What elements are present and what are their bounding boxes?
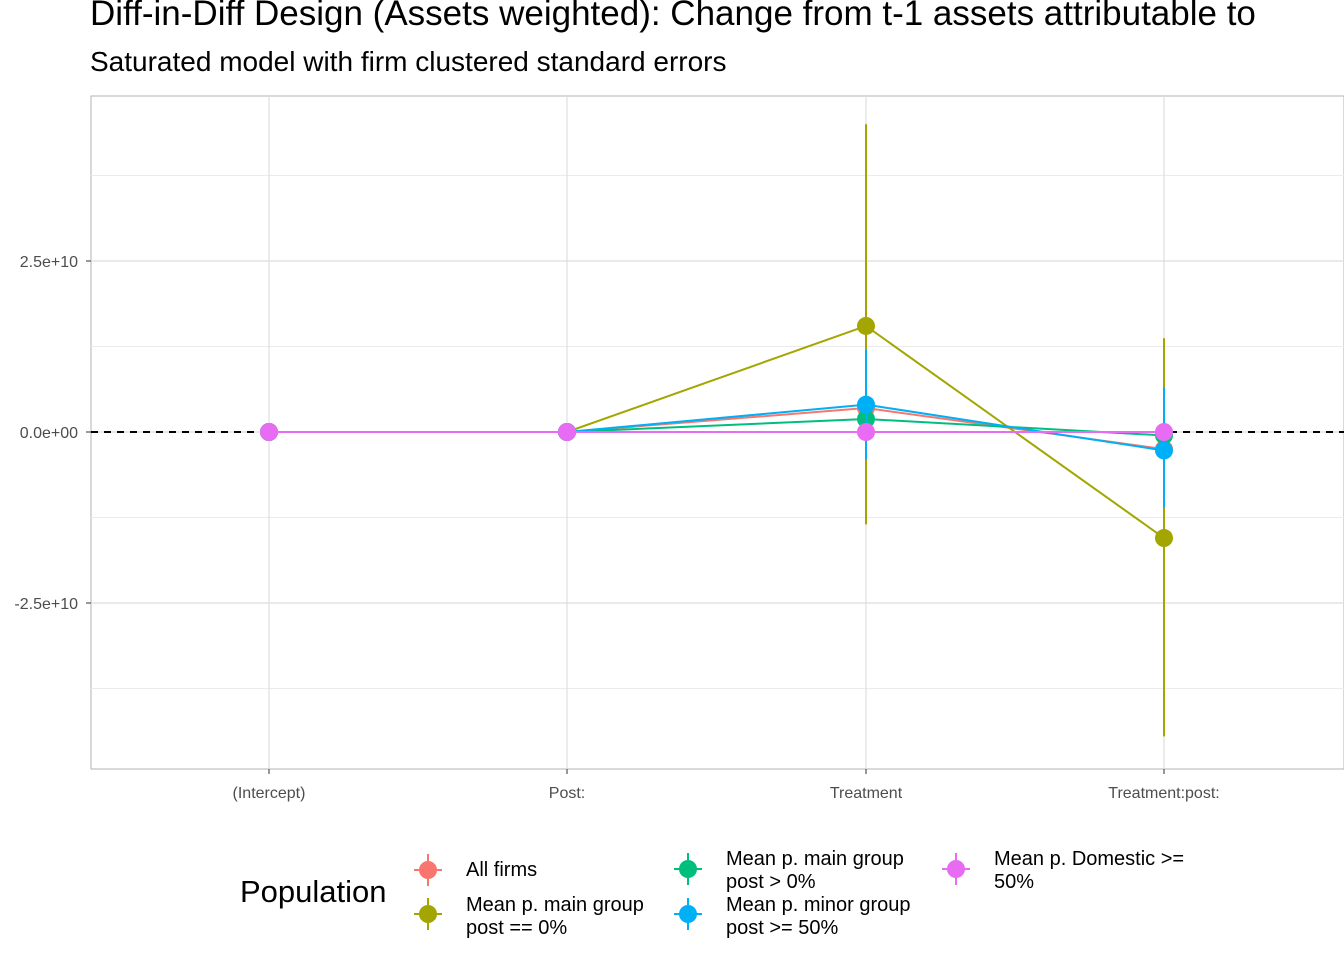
legend-key-main-group-gt-0 [674, 853, 702, 885]
legend-item-minor-group: Mean p. minor group post >= 50% [670, 884, 960, 944]
legend-key-minor-group [674, 898, 702, 930]
data-point [1155, 529, 1173, 548]
data-point [558, 423, 576, 441]
legend-key-main-group-eq-0 [414, 898, 442, 930]
legend-key-all-firms [414, 854, 442, 886]
chart-subtitle: Saturated model with firm clustered stan… [90, 46, 727, 77]
data-point [260, 423, 278, 441]
x-tick-label: Post: [549, 785, 585, 802]
series-4 [260, 423, 1173, 441]
legend-item-main-group-eq-0: Mean p. main group post == 0% [410, 884, 700, 944]
chart-title: Diff-in-Diff Design (Assets weighted): C… [90, 0, 1256, 33]
legend-item-all-firms: All firms [410, 840, 700, 900]
legend-label: All firms [466, 859, 538, 881]
legend-label: Mean p. Domestic >= 50% [994, 848, 1185, 893]
x-tick-label: Treatment [830, 785, 903, 802]
legend-item-domestic: Mean p. Domestic >= 50% [938, 839, 1228, 899]
y-tick-label: 0.0e+00 [20, 425, 78, 442]
legend-key-domestic [942, 853, 970, 885]
x-tick-label: Treatment:post: [1108, 785, 1219, 802]
legend-title: Population [240, 874, 387, 909]
legend-label: Mean p. minor group post >= 50% [726, 894, 911, 939]
y-tick-label: 2.5e+10 [20, 254, 78, 271]
y-tick-label: -2.5e+10 [14, 596, 78, 613]
data-point [857, 395, 875, 414]
legend-label: Mean p. main group post == 0% [466, 894, 644, 939]
legend-label: Mean p. main group post > 0% [726, 848, 904, 893]
data-point [857, 423, 875, 441]
x-tick-label: (Intercept) [233, 785, 306, 802]
legend-item-main-group-gt-0: Mean p. main group post > 0% [670, 839, 960, 899]
data-point [1155, 441, 1173, 460]
data-point [1155, 423, 1173, 441]
data-point [857, 316, 875, 335]
